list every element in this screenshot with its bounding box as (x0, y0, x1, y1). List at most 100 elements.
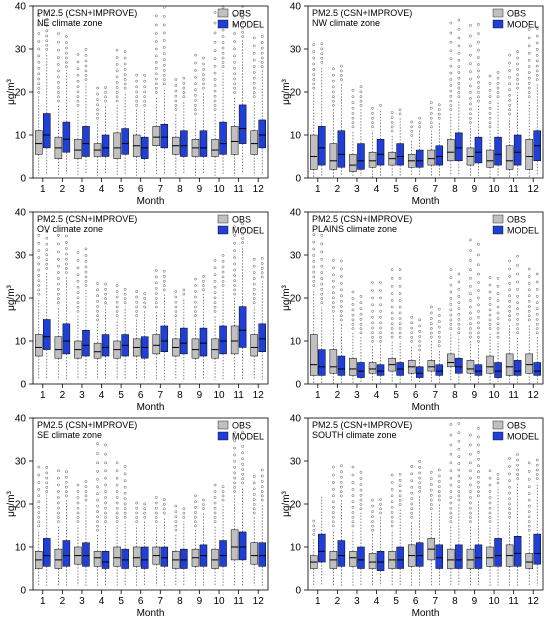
outlier-point (516, 86, 519, 90)
chart-title: PM2.5 (CSN+IMPROVE) (37, 8, 137, 18)
model-box (513, 360, 522, 376)
y-tick-label: 40 (290, 2, 302, 13)
x-tick-label: 2 (60, 596, 66, 607)
outlier-point (469, 84, 472, 88)
outlier-point (182, 95, 186, 99)
outlier-point (241, 16, 244, 20)
outlier-point (527, 51, 531, 55)
outlier-point (260, 490, 264, 493)
outlier-point (233, 77, 236, 81)
outlier-point (96, 314, 99, 318)
outlier-point (260, 498, 264, 502)
outlier-point (351, 106, 355, 110)
outlier-point (496, 305, 500, 309)
outlier-point (260, 480, 264, 483)
outlier-point (202, 62, 205, 66)
outlier-point (104, 496, 107, 499)
outlier-point (477, 494, 480, 498)
chart-title: PM2.5 (CSN+IMPROVE) (312, 214, 412, 224)
outlier-point (57, 91, 60, 94)
outlier-point (496, 322, 500, 326)
outlier-point (332, 481, 335, 484)
outlier-point (241, 472, 244, 476)
outlier-point (469, 276, 472, 280)
outlier-point (221, 46, 225, 50)
outlier-point (359, 307, 363, 311)
outlier-point (469, 511, 472, 515)
outlier-point (457, 439, 461, 443)
y-tick-label: 20 (15, 500, 27, 511)
outlier-point (359, 331, 363, 335)
outlier-point (379, 321, 382, 325)
outlier-point (469, 259, 472, 262)
outlier-point (194, 500, 197, 504)
model-box (337, 540, 346, 567)
outlier-point (508, 61, 511, 65)
outlier-point (202, 498, 205, 502)
outlier-point (508, 472, 511, 476)
outlier-point (410, 511, 414, 515)
outlier-point (45, 11, 49, 15)
outlier-point (379, 296, 382, 300)
outlier-point (221, 51, 225, 55)
outlier-point (496, 335, 500, 339)
outlier-point (320, 233, 324, 237)
model-box (62, 323, 71, 355)
outlier-point (457, 280, 461, 284)
outlier-point (37, 274, 41, 277)
outlier-point (202, 275, 205, 278)
model-box (396, 143, 404, 166)
outlier-point (332, 95, 335, 99)
outlier-point (508, 93, 511, 97)
legend-label-model: MODEL (507, 226, 539, 236)
outlier-point (496, 472, 500, 476)
outlier-point (437, 468, 441, 472)
outlier-point (241, 430, 244, 434)
outlier-point (221, 265, 225, 269)
outlier-point (535, 272, 539, 276)
y-tick-label: 20 (15, 294, 27, 305)
outlier-point (449, 476, 453, 480)
outlier-point (457, 36, 461, 40)
outlier-point (76, 53, 80, 56)
obs-box (54, 548, 63, 569)
outlier-point (174, 520, 178, 523)
outlier-point (332, 285, 335, 289)
outlier-point (469, 44, 472, 48)
outlier-point (213, 40, 217, 44)
outlier-point (57, 297, 60, 300)
outlier-point (359, 493, 363, 497)
y-tick-label: 30 (15, 45, 27, 56)
model-box (43, 319, 51, 350)
outlier-point (202, 507, 205, 511)
outlier-point (96, 305, 99, 308)
outlier-point (37, 86, 41, 90)
outlier-point (508, 82, 511, 86)
x-tick-label: 9 (472, 184, 478, 195)
y-tick-label: 0 (295, 586, 301, 597)
x-tick-label: 11 (508, 596, 519, 607)
outlier-point (477, 91, 480, 94)
outlier-point (398, 311, 402, 315)
outlier-point (57, 476, 60, 480)
outlier-point (76, 73, 80, 77)
outlier-point (260, 485, 264, 489)
obs-box (368, 553, 377, 569)
outlier-point (340, 475, 343, 479)
outlier-point (57, 483, 60, 487)
outlier-point (340, 64, 343, 68)
outlier-point (162, 511, 166, 515)
outlier-point (320, 257, 324, 261)
legend-swatch-obs (217, 214, 229, 224)
outlier-point (241, 35, 244, 38)
outlier-point (312, 68, 316, 71)
outlier-point (332, 305, 335, 309)
outlier-point (527, 309, 531, 313)
outlier-point (37, 488, 41, 491)
outlier-point (260, 474, 264, 478)
model-box (455, 357, 463, 374)
outlier-point (76, 279, 80, 283)
outlier-point (351, 327, 355, 330)
outlier-point (115, 56, 119, 59)
model-box (219, 325, 227, 355)
